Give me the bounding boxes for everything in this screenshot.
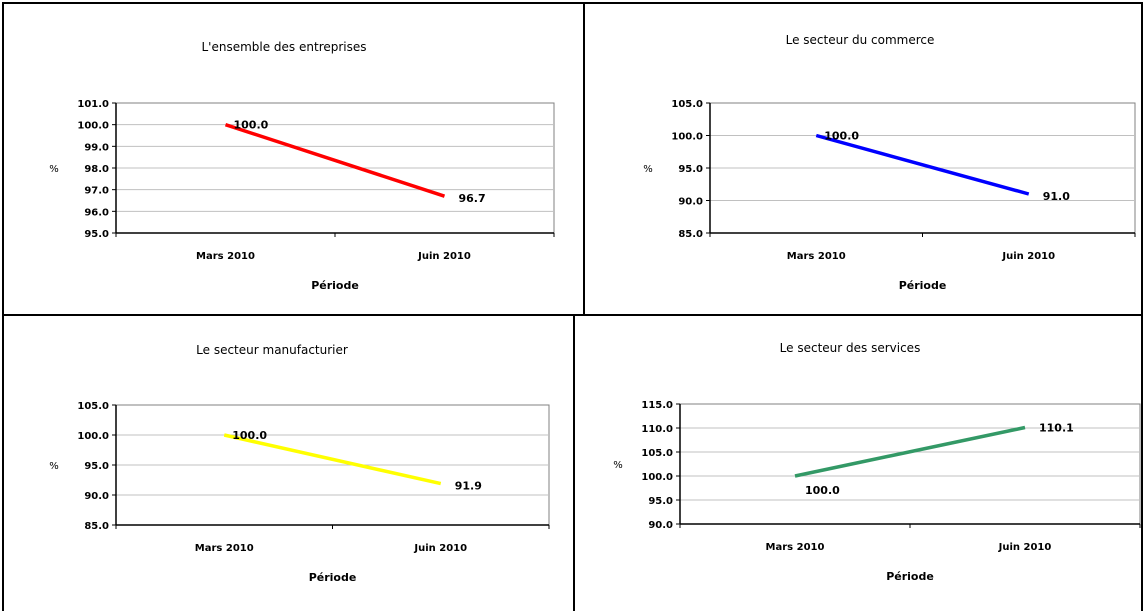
x-axis-label: Période xyxy=(899,279,947,292)
y-tick-label: 97.0 xyxy=(84,186,109,197)
y-tick-label: 105.0 xyxy=(671,99,703,110)
chart-title: Le secteur du commerce xyxy=(786,33,935,47)
chart-panel-ensemble: L'ensemble des entreprises 101.0 100.0 99.0… xyxy=(2,2,585,316)
x-tick-label: Juin 2010 xyxy=(413,543,467,554)
y-tick-label: 101.0 xyxy=(77,99,109,110)
y-tick-label: 100.0 xyxy=(77,431,109,442)
chart-panel-commerce: Le secteur du commerce 105.0 100.0 95.0 90.0… xyxy=(583,2,1143,316)
y-tick-label: 100.0 xyxy=(641,472,673,483)
y-tick-label: 100.0 xyxy=(77,121,109,132)
y-axis-label: % xyxy=(613,460,623,471)
data-label: 100.0 xyxy=(805,484,840,497)
plot-area xyxy=(679,403,1141,525)
x-axis-label: Période xyxy=(311,279,359,292)
y-tick-label: 110.0 xyxy=(641,424,673,435)
x-tick-label: Mars 2010 xyxy=(787,251,846,262)
y-axis-label: % xyxy=(643,164,653,175)
chart-panel-services: Le secteur des services 115.0 110.0 105.0 10… xyxy=(573,314,1143,611)
x-axis-label: Période xyxy=(309,571,357,584)
chart-title: Le secteur des services xyxy=(780,341,921,355)
data-label: 91.0 xyxy=(1043,190,1070,203)
data-label: 100.0 xyxy=(234,119,269,132)
x-tick-label: Juin 2010 xyxy=(998,542,1052,553)
y-tick-label: 90.0 xyxy=(678,197,703,208)
x-tick-label: Mars 2010 xyxy=(766,542,825,553)
y-tick-label: 95.0 xyxy=(648,496,673,507)
chart-panel-manufacturier: Le secteur manufacturier 105.0 100.0 95.0 90… xyxy=(2,314,575,611)
data-label: 100.0 xyxy=(824,130,859,143)
x-tick-label: Juin 2010 xyxy=(1001,251,1055,262)
y-tick-label: 100.0 xyxy=(671,132,703,143)
data-label: 100.0 xyxy=(232,429,267,442)
x-tick-label: Mars 2010 xyxy=(196,251,255,262)
data-label: 91.9 xyxy=(455,480,482,493)
y-tick-label: 95.0 xyxy=(84,229,109,240)
data-label: 96.7 xyxy=(459,192,486,205)
y-tick-label: 90.0 xyxy=(648,520,673,531)
series-line xyxy=(815,133,1030,196)
chart-services: Le secteur des services 115.0 110.0 105.0 10… xyxy=(613,341,1141,583)
y-tick-label: 115.0 xyxy=(641,400,673,411)
data-label: 110.1 xyxy=(1039,422,1074,435)
series-line xyxy=(223,433,442,486)
chart-manufacturier: Le secteur manufacturier 105.0 100.0 95.0 90… xyxy=(49,343,550,584)
x-tick-label: Mars 2010 xyxy=(195,543,254,554)
series-line xyxy=(224,123,446,198)
series-line xyxy=(794,425,1026,478)
y-tick-label: 95.0 xyxy=(84,461,109,472)
x-tick-label: Juin 2010 xyxy=(417,251,471,262)
y-tick-label: 85.0 xyxy=(84,521,109,532)
chart-commerce: Le secteur du commerce 105.0 100.0 95.0 90.0… xyxy=(643,33,1136,292)
y-tick-label: 95.0 xyxy=(678,164,703,175)
y-tick-label: 90.0 xyxy=(84,491,109,502)
y-tick-label: 99.0 xyxy=(84,142,109,153)
y-tick-label: 96.0 xyxy=(84,207,109,218)
chart-title: Le secteur manufacturier xyxy=(196,343,348,357)
y-axis-label: % xyxy=(49,461,59,472)
y-tick-label: 105.0 xyxy=(77,401,109,412)
x-axis-label: Période xyxy=(886,570,934,583)
chart-title: L'ensemble des entreprises xyxy=(201,40,366,54)
y-tick-label: 105.0 xyxy=(641,448,673,459)
y-tick-label: 85.0 xyxy=(678,229,703,240)
y-tick-label: 98.0 xyxy=(84,164,109,175)
y-axis-label: % xyxy=(49,164,59,175)
chart-ensemble: L'ensemble des entreprises 101.0 100.0 99.0… xyxy=(49,40,555,292)
